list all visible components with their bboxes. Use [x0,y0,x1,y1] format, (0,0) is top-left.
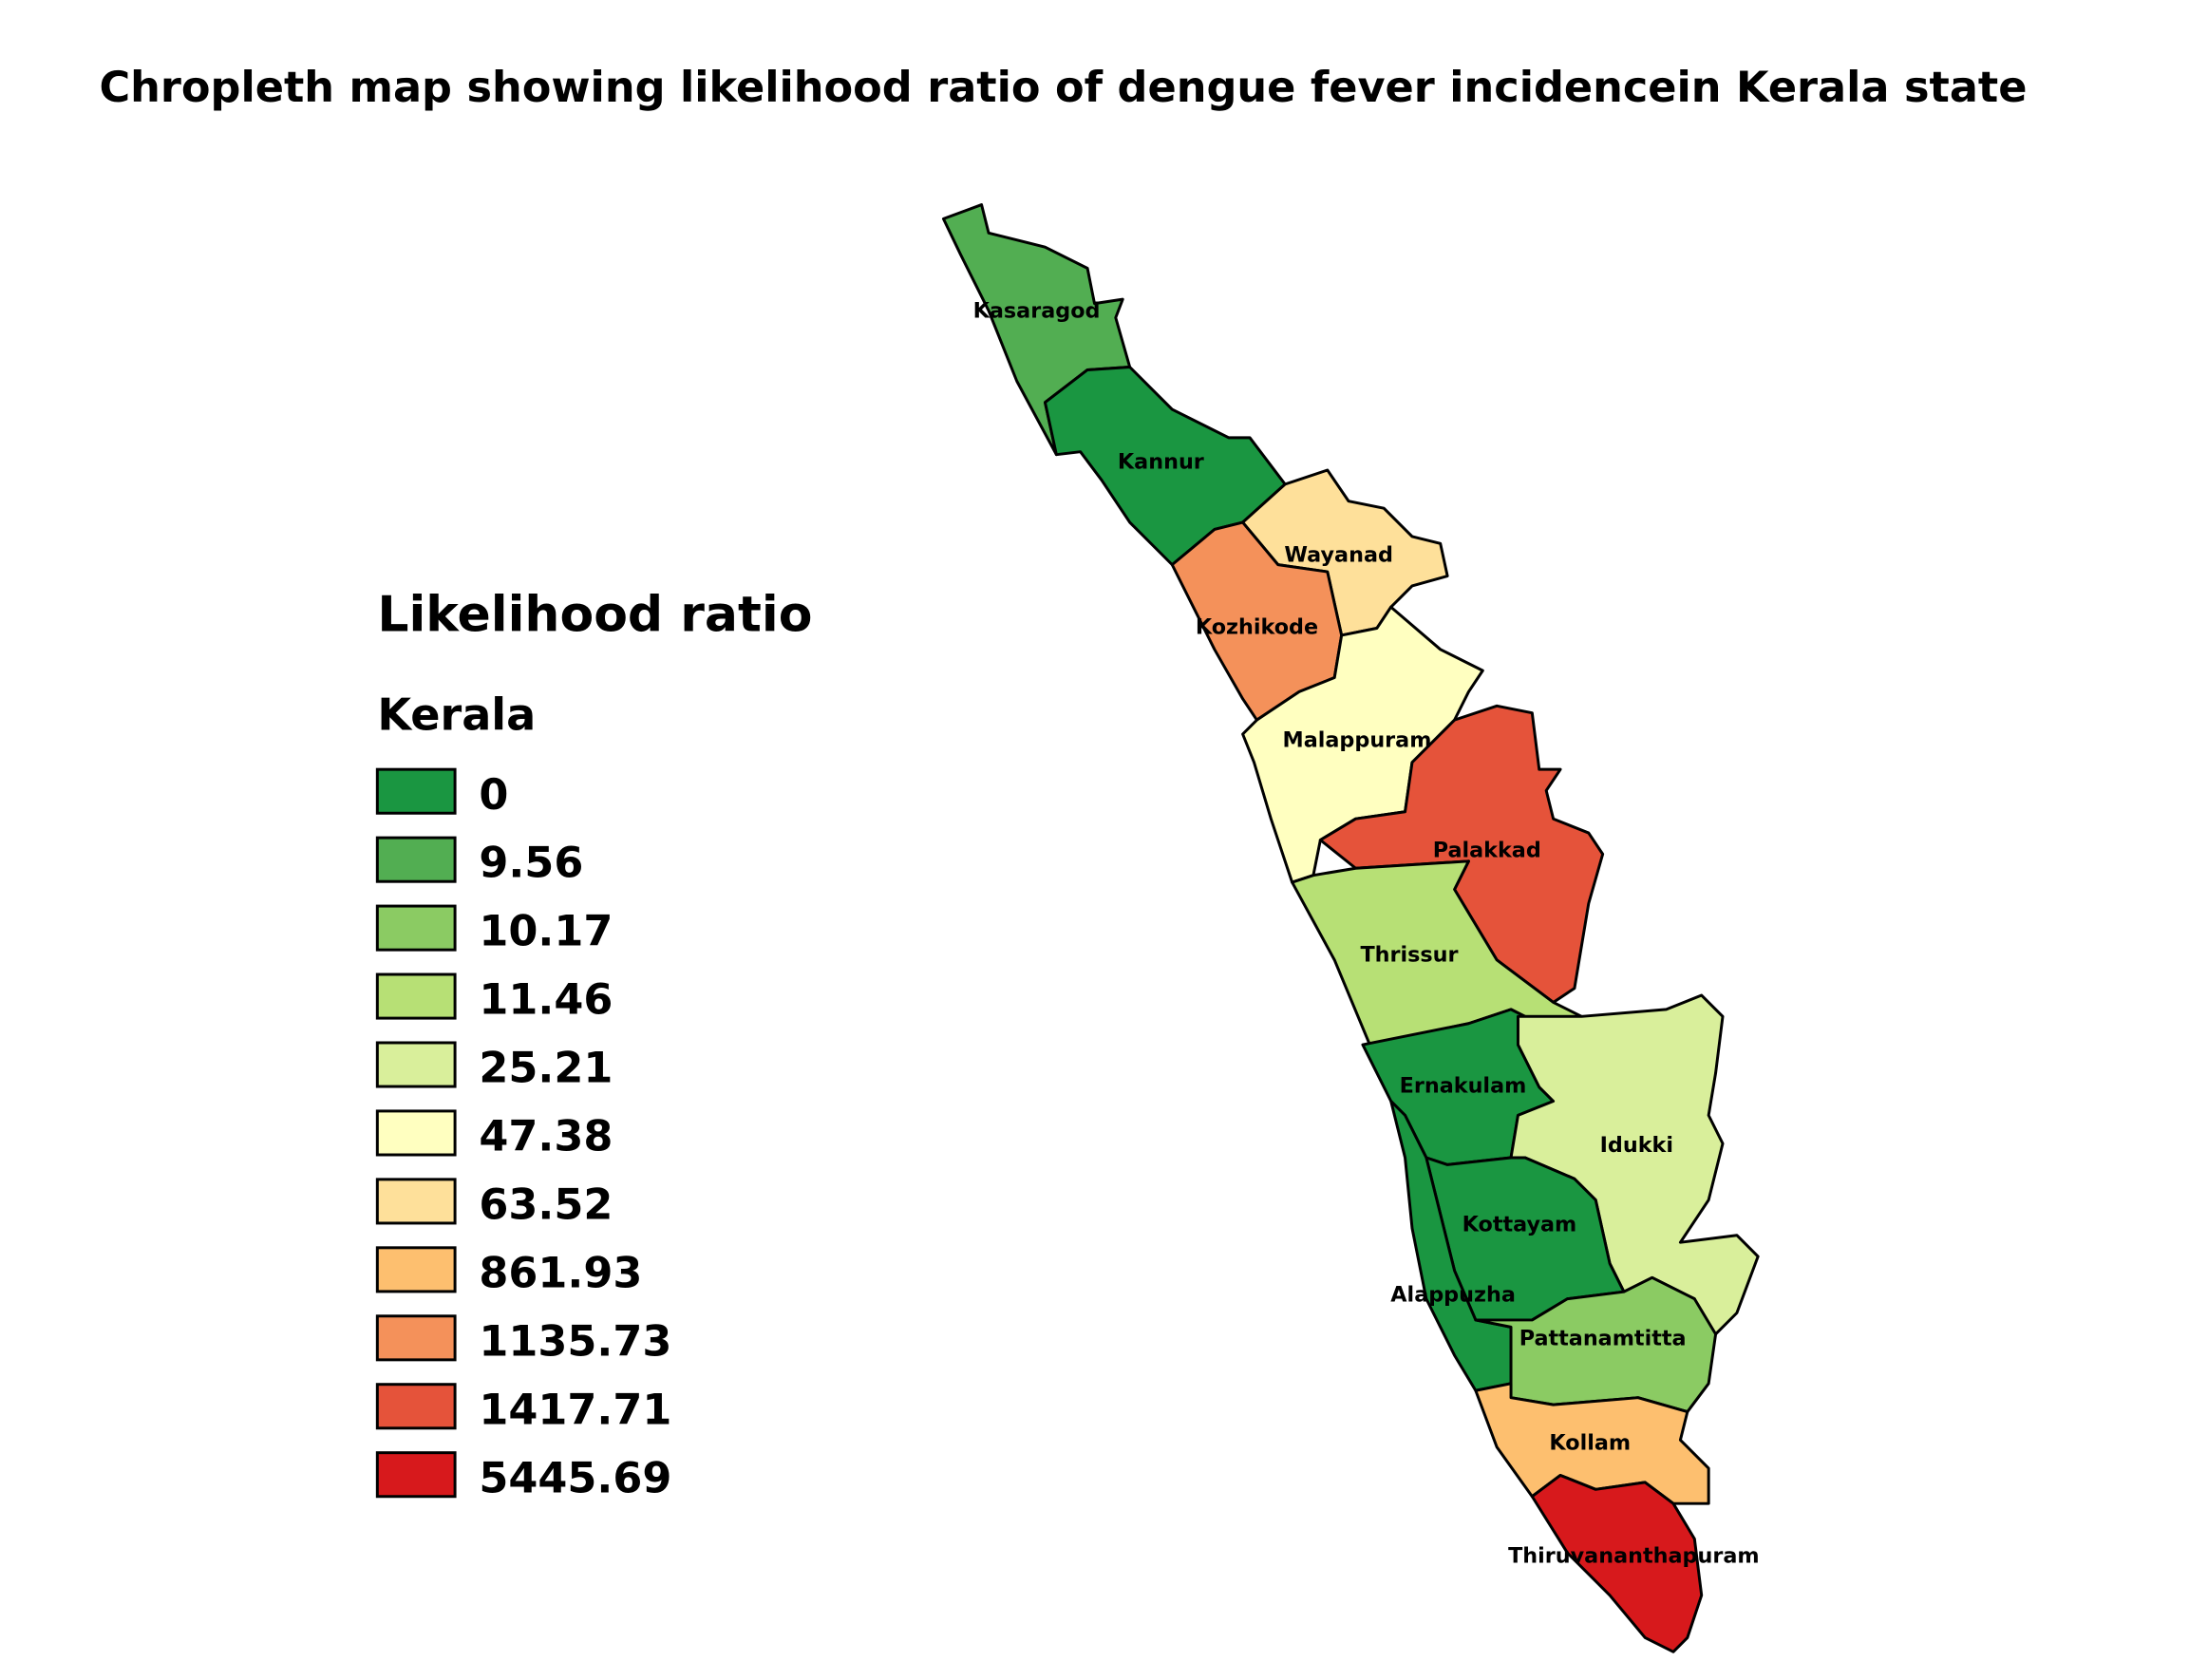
district-kasaragod [941,203,1132,457]
legend-item: 47.38 [375,1109,613,1161]
legend-label: 47.38 [479,1112,613,1161]
legend-swatch [375,972,457,1020]
legend-label: 1135.73 [479,1316,671,1366]
district-label-kottayam: Kottayam [1462,1212,1577,1236]
district-label-wayanad: Wayanad [1284,543,1393,568]
legend-item: 1417.71 [375,1383,671,1434]
legend-swatch [375,1246,457,1293]
district-thiruvananthapuram [1530,1473,1704,1653]
legend-label: 11.46 [479,975,613,1025]
legend-label: 9.56 [479,839,583,888]
legend-swatch [375,1383,457,1430]
legend-swatch [375,1451,457,1499]
legend-label: 861.93 [479,1248,642,1297]
district-label-idukki: Idukki [1600,1133,1673,1158]
legend-label: 63.52 [479,1180,613,1229]
legend-label: 0 [479,770,508,820]
district-label-alappuzha: Alappuzha [1390,1283,1516,1308]
legend-layer-name: Kerala [377,689,536,741]
legend-item: 11.46 [375,972,613,1025]
district-label-ernakulam: Ernakulam [1400,1074,1527,1099]
legend: Likelihood ratio Kerala 0 9.56 10.17 11.46 2… [375,586,812,1502]
legend-label: 10.17 [479,907,613,956]
legend-swatch [375,836,457,883]
legend-swatch [375,904,457,952]
legend-item: 0 [375,767,508,820]
kerala-districts [941,203,1760,1653]
legend-label: 1417.71 [479,1385,671,1434]
district-label-pattanamtitta: Pattanamtitta [1519,1327,1687,1351]
district-label-thrissur: Thrissur [1360,942,1458,967]
legend-title: Likelihood ratio [377,586,812,643]
legend-item: 5445.69 [375,1451,671,1502]
district-label-kollam: Kollam [1549,1431,1631,1456]
legend-item: 9.56 [375,836,583,888]
legend-item: 63.52 [375,1178,613,1229]
legend-swatch [375,1109,457,1157]
legend-item: 10.17 [375,904,613,956]
district-label-malappuram: Malappuram [1283,727,1432,752]
district-label-thiruvananthapuram: Thiruvananthapuram [1508,1544,1759,1569]
district-labels: Kasaragod Kannur Wayanad Kozhikode Malappura… [973,298,1760,1568]
legend-label: 5445.69 [479,1453,671,1502]
district-label-palakkad: Palakkad [1433,838,1541,862]
map-title: Chropleth map showing likelihood ratio o… [99,63,2027,112]
legend-item: 25.21 [375,1041,613,1093]
legend-swatch [375,767,457,815]
district-label-kozhikode: Kozhikode [1196,614,1318,639]
legend-swatch [375,1314,457,1362]
legend-swatch [375,1041,457,1088]
district-label-kannur: Kannur [1118,450,1204,475]
legend-label: 25.21 [479,1044,613,1093]
district-label-kasaragod: Kasaragod [973,298,1101,323]
legend-item: 861.93 [375,1246,642,1297]
legend-item: 1135.73 [375,1314,671,1366]
legend-swatch [375,1178,457,1225]
